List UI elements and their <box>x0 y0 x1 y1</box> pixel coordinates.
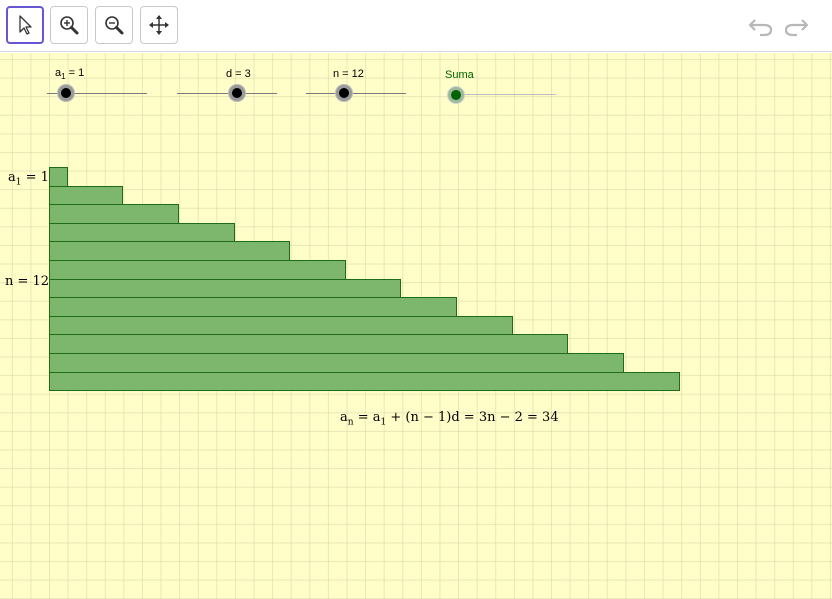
slider-n-track[interactable] <box>306 93 406 94</box>
bar-11 <box>49 353 625 373</box>
slider-d-track[interactable] <box>177 93 277 94</box>
slider-suma-track[interactable] <box>450 94 556 95</box>
bar-1 <box>49 167 68 187</box>
redo-icon <box>784 19 809 37</box>
undo-icon <box>748 19 773 37</box>
undo-button[interactable] <box>745 12 775 40</box>
move-graphics-view-button[interactable] <box>140 6 178 44</box>
slider-suma-knob[interactable] <box>448 87 464 103</box>
bar-2 <box>49 185 124 206</box>
move-arrows-icon <box>149 15 169 35</box>
move-tool-button[interactable] <box>6 6 44 44</box>
a1-label: a1 = 1 <box>8 170 49 188</box>
pointer-arrow-icon <box>19 15 32 35</box>
bar-10 <box>49 334 569 354</box>
n-label: n = 12 <box>5 274 50 289</box>
zoom-in-icon <box>60 16 79 35</box>
formula-an: an = a1 + (n − 1)d = 3n − 2 = 34 <box>340 410 559 428</box>
slider-n-knob[interactable] <box>336 85 352 101</box>
bar-12 <box>49 371 680 392</box>
slider-suma-label: Suma <box>445 69 474 81</box>
bar-8 <box>49 297 458 317</box>
slider-n-label: n = 12 <box>333 68 364 80</box>
slider-a1-label: a1 = 1 <box>55 67 85 82</box>
slider-d-knob[interactable] <box>229 85 245 101</box>
zoom-out-button[interactable] <box>95 6 133 44</box>
slider-a1-track[interactable] <box>47 93 147 94</box>
graphics-view[interactable]: a1 = 1 d = 3 n = 12 Suma a1 = 1 n = 12 a… <box>0 53 832 599</box>
slider-a1-knob[interactable] <box>58 85 74 101</box>
bar-7 <box>49 278 402 299</box>
bar-3 <box>49 204 179 224</box>
bar-5 <box>49 241 291 261</box>
slider-d-label: d = 3 <box>226 68 251 80</box>
bar-9 <box>49 315 513 336</box>
redo-button[interactable] <box>782 12 812 40</box>
zoom-in-button[interactable] <box>50 6 88 44</box>
bar-6 <box>49 260 346 280</box>
bar-4 <box>49 222 235 243</box>
zoom-out-icon <box>105 16 124 35</box>
toolbar <box>0 0 832 52</box>
